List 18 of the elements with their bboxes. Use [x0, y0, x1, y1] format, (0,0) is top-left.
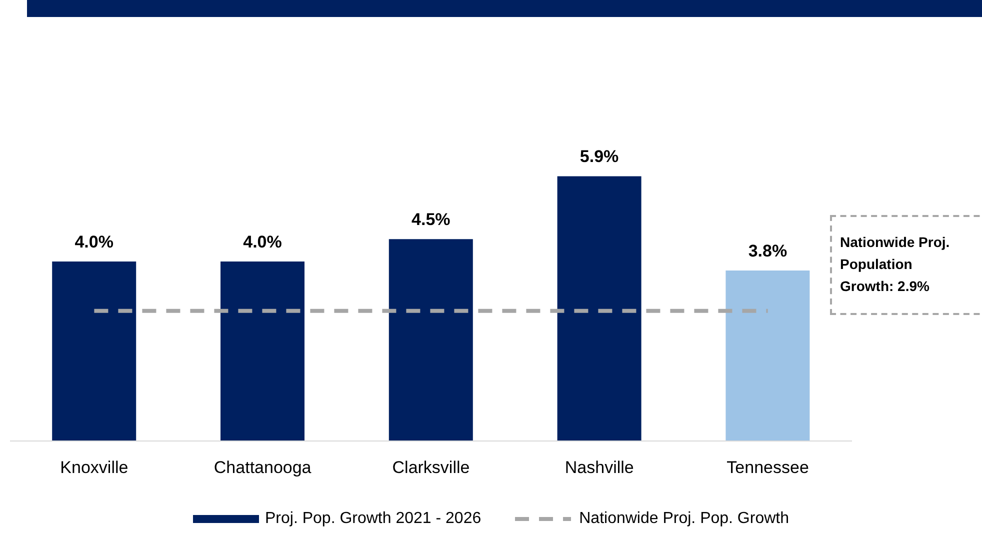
- text: Nationwide Proj. Population Growth: 2.9%: [840, 233, 951, 296]
- bar: [557, 176, 642, 441]
- data-label: 4.0%: [74, 232, 114, 252]
- legend-label: Proj. Pop. Growth 2021 - 2026: [265, 510, 482, 528]
- data-label: 4.5%: [412, 210, 450, 230]
- bar: [726, 270, 810, 441]
- legend-label: Nationwide Proj. Pop. Growth: [579, 510, 789, 528]
- bar: [52, 262, 136, 441]
- x-tick-label: Clarksville: [392, 458, 470, 478]
- x-tick-label: Nashville: [564, 458, 634, 478]
- x-tick-label: Tennessee: [726, 458, 809, 478]
- data-label: 3.8%: [748, 241, 788, 260]
- bar: [220, 262, 304, 441]
- data-label: 4.0%: [243, 232, 282, 252]
- x-tick-label: Knoxville: [60, 458, 128, 478]
- data-label: 5.9%: [580, 147, 619, 166]
- bar: [388, 239, 473, 441]
- x-tick-label: Chattanooga: [214, 458, 312, 478]
